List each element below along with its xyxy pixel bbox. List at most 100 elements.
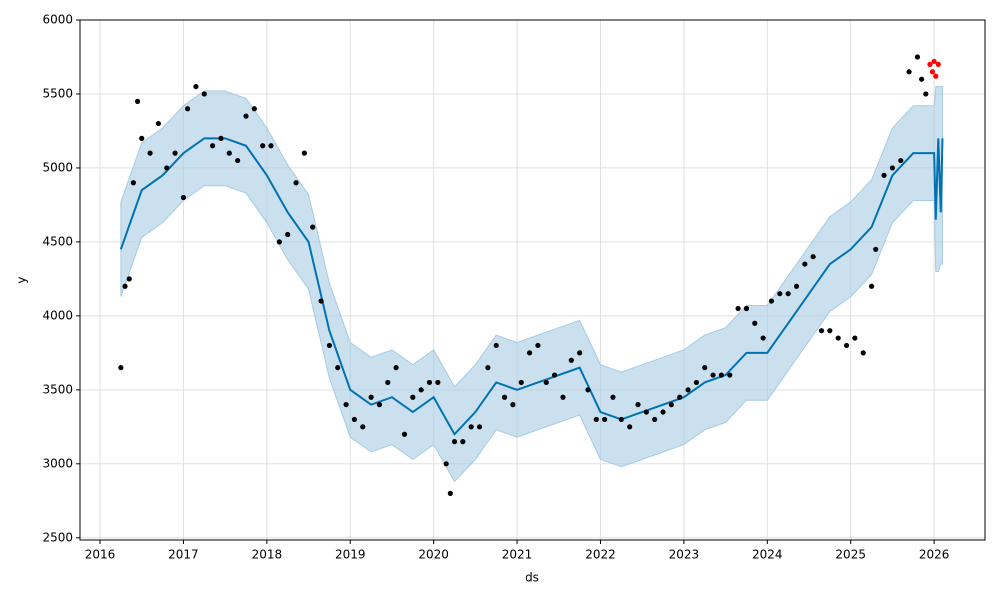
observed-point [643,409,649,415]
forecast-line [119,137,944,436]
observed-point [376,402,383,408]
observed-point [568,357,574,363]
observed-point [485,365,491,371]
observed-point [752,320,758,326]
observed-point [802,261,808,267]
x-tick-label: 2023 [669,548,700,562]
observed-point [873,246,879,252]
observed-point [410,394,416,400]
x-axis-label: ds [525,571,539,585]
observed-point [677,394,683,400]
test-point [929,69,936,75]
observed-point [293,180,299,186]
observed-point [210,143,216,149]
observed-point [260,143,266,149]
observed-point [768,298,775,304]
observed-point [685,387,691,393]
observed-point [727,372,733,378]
y-tick-label: 4500 [42,234,73,248]
observed-point [268,143,274,149]
observed-point [693,379,700,386]
x-tick-label: 2016 [85,548,116,562]
observed-point [906,69,912,75]
x-tick-label: 2024 [752,548,783,562]
observed-point [777,291,783,297]
observed-point [134,98,141,104]
observed-point [881,172,887,178]
observed-point [793,283,800,289]
test-point [935,61,941,67]
observed-point [835,335,841,341]
observed-point [418,387,424,393]
observed-point [593,416,599,423]
observed-point [435,379,441,386]
observed-point [276,239,282,245]
observed-point [251,106,257,112]
observed-point [368,394,374,400]
observed-point [860,350,866,356]
observed-point [535,342,541,349]
observed-point [510,402,516,408]
observed-point [285,231,291,238]
x-tick-label: 2020 [418,548,449,562]
observed-point [810,254,816,260]
observed-point [447,490,453,496]
observed-point [118,365,124,371]
observed-point [172,150,178,156]
y-tick-label: 2500 [42,530,73,544]
observed-point [360,424,366,430]
y-tick-label: 3500 [42,382,73,396]
observed-point [785,291,791,297]
observed-point [164,165,170,171]
observed-point [526,350,533,356]
observed-point [326,342,332,349]
observed-point [184,106,191,112]
observed-point [351,416,358,423]
observed-point [426,379,433,386]
x-tick-label: 2018 [252,548,283,562]
test-point [931,58,937,65]
observed-point [923,91,929,97]
observed-point [501,394,508,400]
x-tick-label: 2026 [919,548,950,562]
y-axis-label: y [15,276,29,283]
observed-point [139,135,145,141]
x-tick-label: 2022 [585,548,616,562]
plot-frame [79,19,986,541]
observed-point [919,76,925,82]
y-tick-label: 5000 [42,160,73,174]
observed-point [468,424,474,430]
observed-point [126,276,132,282]
y-tick-label: 6000 [42,13,73,27]
observed-point [310,224,316,230]
observed-point [577,350,583,356]
observed-point [610,394,616,400]
observed-point [560,394,566,400]
test-point [927,61,933,67]
observed-point [602,416,608,423]
observed-point [201,91,207,97]
observed-point [401,431,408,437]
observed-point [155,120,162,127]
observed-point [868,283,875,289]
observed-point [318,298,324,304]
observed-point [852,335,858,341]
observed-point [130,180,136,186]
observed-point [914,54,921,60]
observed-point [898,157,904,164]
observed-point [235,157,241,164]
y-tick-label: 5500 [42,86,73,100]
x-tick-label: 2025 [835,548,866,562]
observed-point [243,113,249,119]
observed-point [147,150,153,156]
observed-point [710,372,716,378]
observed-point [180,194,187,201]
observed-point [301,150,307,156]
observed-point [335,365,341,371]
observed-point [818,328,825,334]
observed-point [443,461,449,467]
observed-point [193,83,199,90]
test-point [933,73,939,79]
observed-point [660,409,666,415]
